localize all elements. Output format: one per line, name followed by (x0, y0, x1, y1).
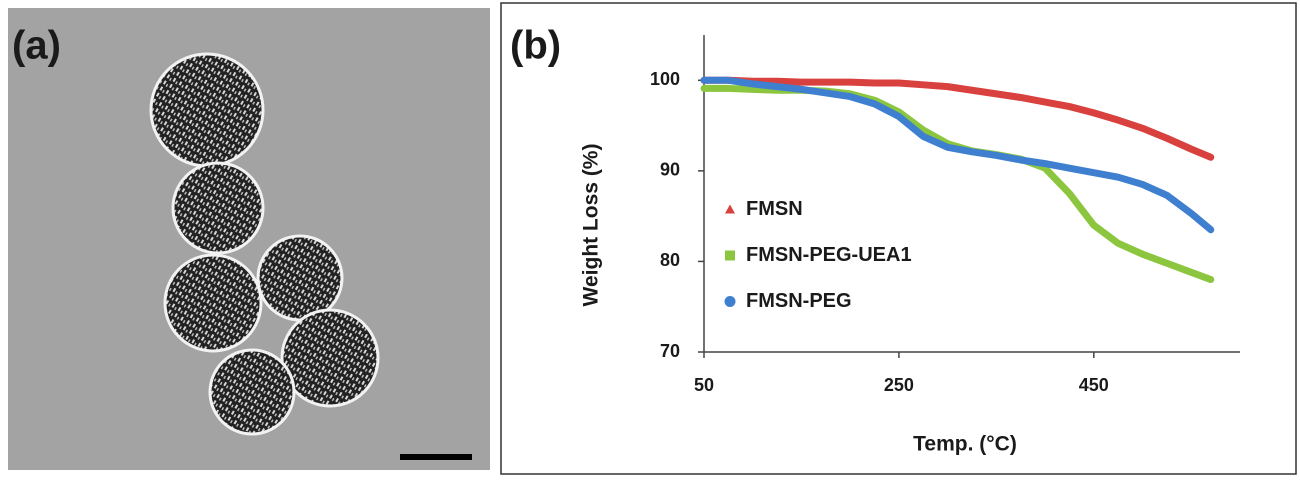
tem-image (8, 8, 490, 470)
x-tick-label: 450 (1079, 375, 1109, 395)
legend-marker (725, 204, 735, 214)
panel-label: (a) (12, 24, 61, 68)
legend-label: FMSN-PEG-UEA1 (746, 244, 912, 266)
y-tick-label: 90 (660, 160, 680, 180)
x-tick-label: 250 (884, 375, 914, 395)
data-line (700, 76, 1215, 161)
x-tick-label: 50 (694, 375, 714, 395)
legend-marker (724, 296, 736, 307)
panel-frame (500, 2, 1297, 475)
data-line (700, 76, 1215, 234)
y-tick-label: 70 (660, 341, 680, 361)
legend-marker (725, 250, 735, 261)
y-tick-label: 100 (650, 69, 680, 89)
legend-label: FMSN-PEG (746, 290, 852, 312)
panel-label: (b) (510, 24, 561, 68)
y-axis-title: Weight Loss (%) (580, 144, 603, 307)
y-tick-label: 80 (660, 250, 680, 270)
legend-label: FMSN (746, 198, 803, 220)
x-axis-title: Temp. (°C) (913, 433, 1017, 456)
plot: 50 250 450 70 80 90 100 FMSN FMSN-PEG-UEA1 FMSN-P… (650, 35, 1240, 395)
